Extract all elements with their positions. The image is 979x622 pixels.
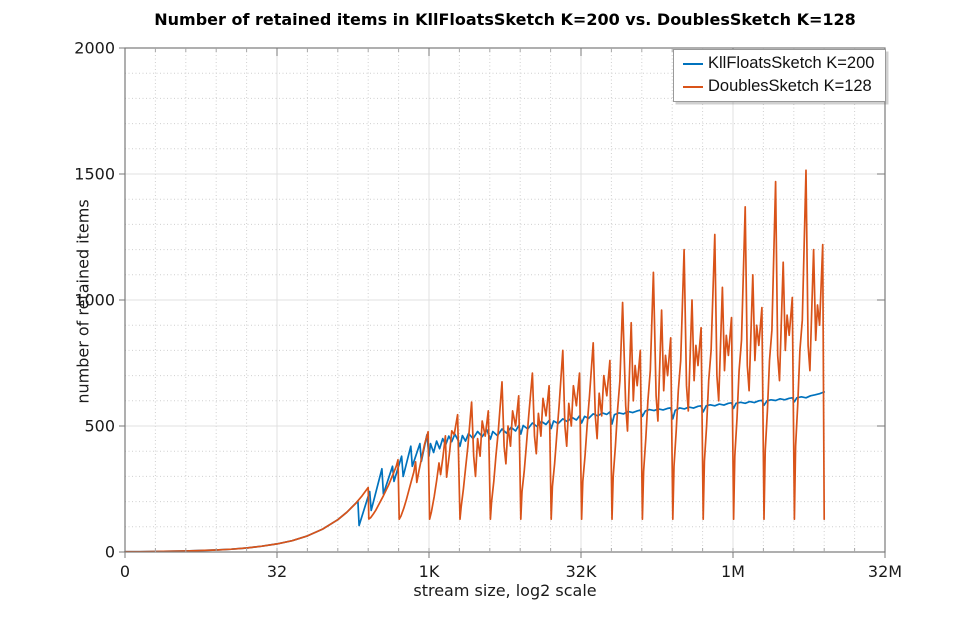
series-line-KllFloatsSketch — [124, 391, 826, 553]
legend-label-kll: KllFloatsSketch K=200 — [708, 54, 875, 72]
legend-label-doubles: DoublesSketch K=128 — [708, 77, 872, 95]
kll-line-sample-icon — [683, 62, 703, 65]
chart-title: Number of retained items in KllFloatsSke… — [154, 10, 856, 29]
y-tick-label-1500: 1500 — [74, 165, 115, 184]
y-tick-label-1000: 1000 — [74, 291, 115, 310]
series-line-DoublesSketch — [124, 169, 826, 553]
y-tick-label-500: 500 — [84, 417, 115, 436]
x-tick-label-1M: 1M — [721, 562, 745, 581]
x-tick-label-32: 32 — [267, 562, 287, 581]
x-axis-label: stream size, log2 scale — [413, 581, 597, 600]
x-tick-label-1K: 1K — [419, 562, 440, 581]
x-tick-label-0: 0 — [120, 562, 130, 581]
y-axis-label: number of retained items — [73, 199, 93, 404]
legend-entry-kll: KllFloatsSketch K=200 — [674, 52, 885, 75]
doubles-line-sample-icon — [683, 85, 703, 88]
y-tick-label-2000: 2000 — [74, 39, 115, 58]
y-tick-label-0: 0 — [105, 543, 115, 562]
x-tick-label-32M: 32M — [868, 562, 902, 581]
legend-box: KllFloatsSketch K=200 DoublesSketch K=12… — [673, 49, 886, 102]
legend-entry-doubles: DoublesSketch K=128 — [674, 75, 885, 98]
x-tick-label-32K: 32K — [566, 562, 597, 581]
